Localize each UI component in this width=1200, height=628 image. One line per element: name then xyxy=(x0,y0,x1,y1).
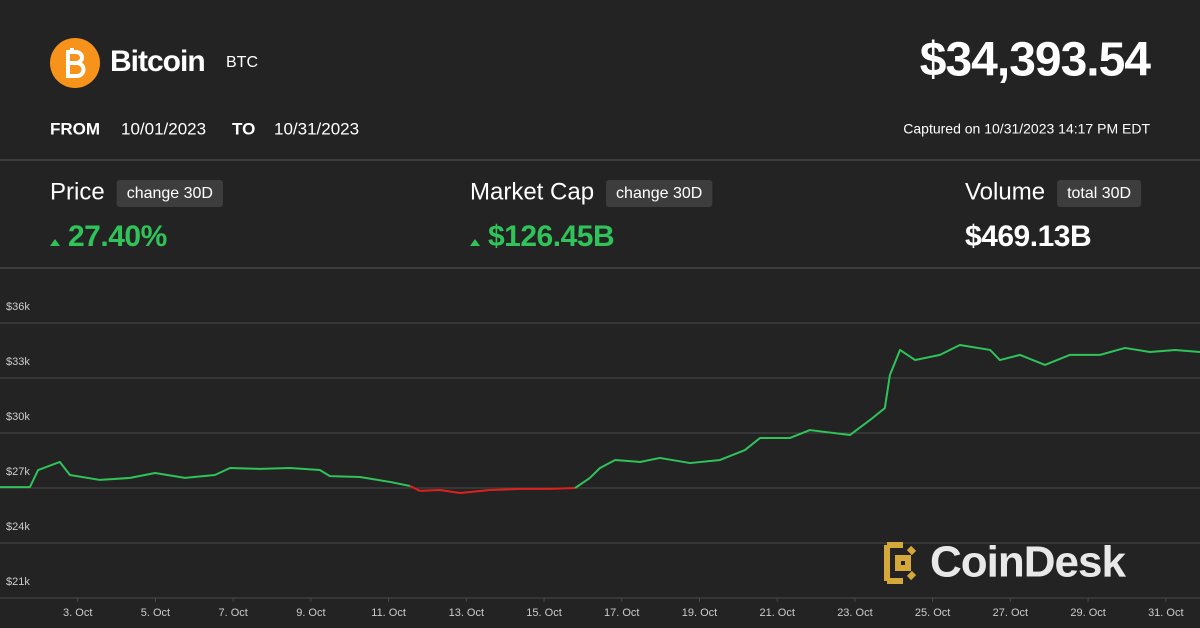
line-connector xyxy=(574,477,591,489)
y-tick-label: $30k xyxy=(6,411,30,423)
bitcoin-icon xyxy=(50,38,100,88)
stat-badge xyxy=(116,180,223,207)
stat-badge-text: change 30D xyxy=(127,185,213,202)
stats: Price change 30D 27.40% Market Cap change 30… xyxy=(50,178,1142,253)
to-date: 10/31/2023 xyxy=(274,119,359,138)
x-tick-label: 5. Oct xyxy=(141,607,170,619)
stat-badge xyxy=(1057,180,1142,207)
trend-up-icon xyxy=(50,239,60,246)
stat-badge-text: total 30D xyxy=(1067,185,1131,202)
y-tick-label: $36k xyxy=(6,301,30,313)
y-tick-label: $27k xyxy=(6,466,30,478)
y-tick-label: $21k xyxy=(6,576,30,588)
x-tick-label: 21. Oct xyxy=(759,607,794,619)
stat-label: Volume xyxy=(965,178,1045,205)
x-tick-label: 19. Oct xyxy=(682,607,717,619)
price-line-up xyxy=(0,460,411,489)
y-tick-label: $33k xyxy=(6,356,30,368)
x-tick-label: 13. Oct xyxy=(449,607,484,619)
from-label: FROM xyxy=(50,119,100,138)
stat-value: 27.40% xyxy=(68,220,167,253)
stat-badge-text: change 30D xyxy=(616,185,702,202)
x-tick-label: 7. Oct xyxy=(218,607,247,619)
stat-label: Price xyxy=(50,178,105,205)
coin-symbol: BTC xyxy=(226,54,258,71)
x-tick-label: 27. Oct xyxy=(993,607,1028,619)
coindesk-logo: CoinDesk xyxy=(884,538,1127,587)
x-tick-label: 9. Oct xyxy=(296,607,325,619)
to-label: TO xyxy=(232,119,255,138)
stat-value: $469.13B xyxy=(965,220,1091,253)
x-tick-label: 17. Oct xyxy=(604,607,639,619)
price-line-down xyxy=(420,487,576,494)
x-tick-label: 11. Oct xyxy=(371,607,406,619)
captured-time: Captured on 10/31/2023 14:17 PM EDT xyxy=(903,121,1150,137)
y-tick-label: $24k xyxy=(6,521,30,533)
current-price: $34,393.54 xyxy=(920,34,1152,87)
x-tick-label: 23. Oct xyxy=(837,607,872,619)
stat-label: Market Cap xyxy=(470,178,594,205)
x-tick-label: 3. Oct xyxy=(63,607,92,619)
x-tick-label: 15. Oct xyxy=(526,607,561,619)
stat-badge xyxy=(606,180,713,207)
from-date: 10/01/2023 xyxy=(121,119,206,138)
x-tick-label: 31. Oct xyxy=(1148,607,1183,619)
chart: $21k $24k $27k $30k $33k $36k 3. Oct 5. Oct 7. O… xyxy=(0,301,1200,619)
price-line-up xyxy=(589,344,1200,479)
x-tick-label: 29. Oct xyxy=(1070,607,1105,619)
x-tick-label: 25. Oct xyxy=(915,607,950,619)
watermark: CoinDesk xyxy=(930,538,1126,587)
trend-up-icon xyxy=(470,239,480,246)
line-connector xyxy=(409,485,421,492)
coin-name: Bitcoin xyxy=(110,45,205,78)
stat-value: $126.45B xyxy=(488,220,614,253)
